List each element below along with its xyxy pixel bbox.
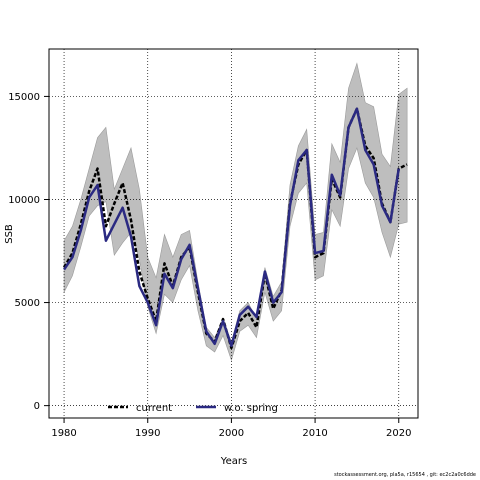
x-tick-label-2010: 2010 (302, 428, 327, 439)
legend-label-current: current (136, 403, 172, 414)
y-axis-title: SSB (4, 224, 15, 244)
y-tick-label-0: 0 (34, 401, 40, 412)
x-tick-label-1980: 1980 (51, 428, 76, 439)
y-tick-label-5000: 5000 (15, 298, 40, 309)
series-layer (62, 107, 408, 350)
confidence-band-layer (63, 62, 408, 362)
series-line-current (62, 107, 408, 350)
y-tick-label-15000: 15000 (8, 92, 40, 103)
footer-credit: stockassessment.org, pla5a, r15654 , git… (334, 472, 476, 478)
legend: current w.o. spring (108, 403, 278, 414)
y-tick-label-10000: 10000 (8, 195, 40, 206)
plot-frame (48, 48, 419, 419)
axis-layer: 1980 1990 2000 2010 2020 0 5000 10000 15000 (8, 92, 411, 439)
x-tick-label-1990: 1990 (135, 428, 160, 439)
x-axis-title: Years (220, 456, 247, 467)
x-tick-label-2020: 2020 (386, 428, 411, 439)
confidence-band (63, 62, 408, 362)
series-line-w-o-spring (63, 107, 400, 348)
x-tick-label-2000: 2000 (219, 428, 244, 439)
legend-label-wo-spring: w.o. spring (224, 403, 278, 414)
